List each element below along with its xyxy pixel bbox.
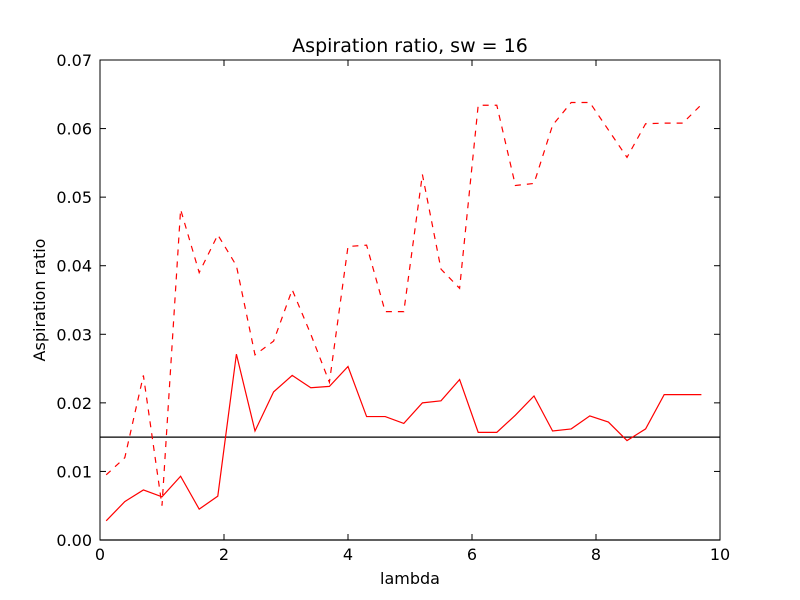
x-tick-label: 6	[467, 545, 477, 564]
x-tick-label: 2	[219, 545, 229, 564]
x-axis-label: lambda	[380, 569, 440, 588]
solid-series-line	[105, 354, 702, 522]
y-tick-label: 0.02	[56, 394, 92, 413]
y-ticks: 0.00 0.01 0.02 0.03 0.04 0.05 0.06 0.07	[56, 51, 720, 550]
y-axis-label: Aspiration ratio	[30, 239, 49, 362]
y-tick-label: 0.07	[56, 51, 92, 70]
hlines-layer	[100, 436, 720, 541]
chart-title: Aspiration ratio, sw = 16	[292, 35, 528, 57]
y-tick-label: 0.04	[56, 257, 92, 276]
x-tick-label: 4	[343, 545, 353, 564]
dashed-series-line	[105, 101, 702, 506]
y-tick-label: 0.05	[56, 188, 92, 207]
series-layer	[105, 101, 702, 522]
plot-frame	[99, 59, 721, 541]
x-tick-label: 8	[591, 545, 601, 564]
x-tick-label: 10	[710, 545, 730, 564]
y-tick-label: 0.06	[56, 120, 92, 139]
x-tick-label: 0	[95, 545, 105, 564]
x-ticks: 0 2 4 6 8 10	[95, 60, 730, 564]
plot-area: 0 2 4 6 8 10 0.00 0.01 0.02 0.03 0.04 0.05 0.06 0.07	[56, 51, 730, 564]
y-tick-label: 0.03	[56, 325, 92, 344]
y-tick-label: 0.01	[56, 462, 92, 481]
y-tick-label: 0.00	[56, 531, 92, 550]
